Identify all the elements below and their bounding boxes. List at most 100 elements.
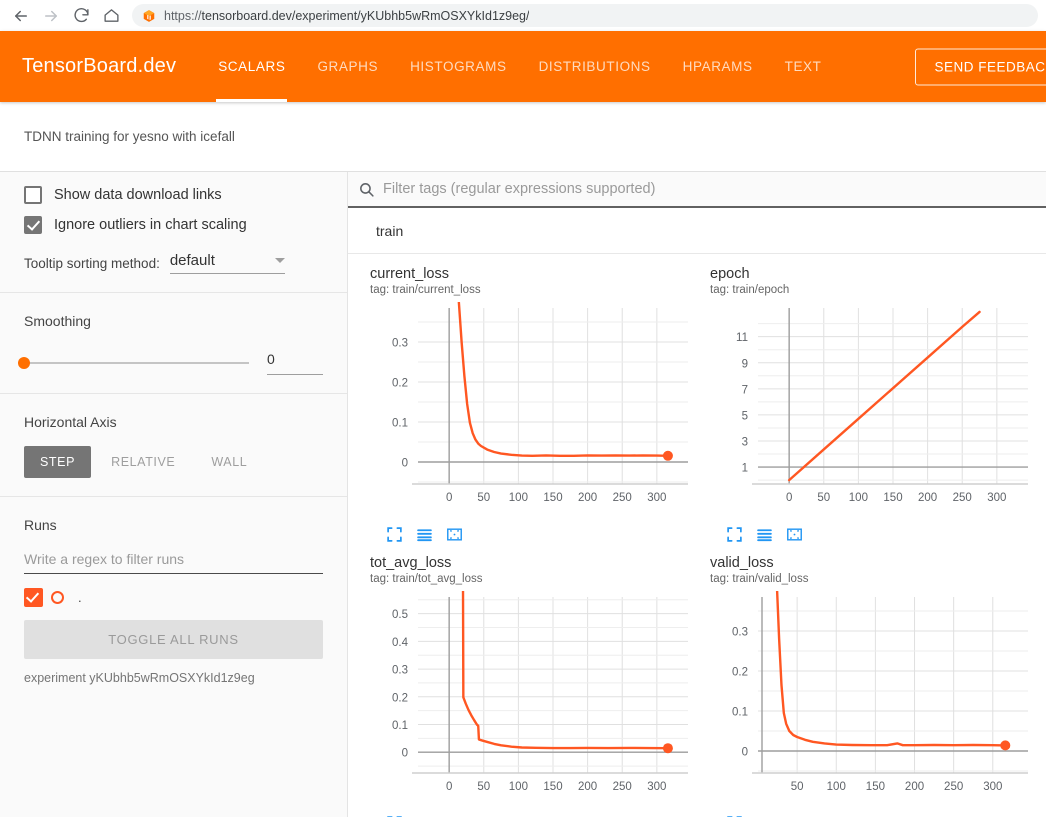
chart-plot[interactable]: 0 0.1 0.2 0.3 0 50 100 150 200 250 300 [370, 302, 688, 522]
tab-histograms[interactable]: HISTOGRAMS [410, 59, 507, 74]
svg-text:0.5: 0.5 [392, 609, 408, 621]
show-download-links-label: Show data download links [54, 187, 222, 203]
fit-domain-icon[interactable] [786, 815, 803, 817]
chart-grid: current_loss tag: train/current_loss 0 0.… [348, 254, 1046, 817]
send-feedback-button[interactable]: SEND FEEDBACK [915, 48, 1046, 85]
svg-text:100: 100 [849, 492, 868, 504]
svg-text:0: 0 [786, 492, 792, 504]
run-name: . [78, 590, 82, 605]
runs-filter-input[interactable]: Write a regex to filter runs [24, 551, 323, 574]
browser-toolbar: https://tensorboard.dev/experiment/yKUbh… [0, 0, 1046, 31]
svg-text:9: 9 [742, 358, 748, 370]
smoothing-slider[interactable] [18, 357, 249, 369]
charts-content: Filter tags (regular expressions support… [348, 172, 1046, 817]
fit-domain-icon[interactable] [786, 526, 803, 543]
tab-scalars[interactable]: SCALARS [202, 31, 301, 102]
ignore-outliers-row[interactable]: Ignore outliers in chart scaling [24, 216, 323, 234]
svg-text:0.4: 0.4 [392, 637, 409, 649]
data-series-icon[interactable] [756, 526, 773, 543]
forward-icon[interactable] [36, 1, 66, 31]
smoothing-section: Smoothing 0 [0, 313, 347, 375]
chart-card-epoch: epoch tag: train/epoch 1 3 5 7 9 11 0 50 100 150 2… [688, 254, 1028, 543]
chart-plot[interactable]: 1 3 5 7 9 11 0 50 100 150 200 250 300 [710, 302, 1028, 522]
tab-hparams[interactable]: HPARAMS [682, 59, 753, 74]
svg-text:0.2: 0.2 [392, 692, 408, 704]
chart-plot[interactable]: 0 0.1 0.2 0.3 50 100 150 200 250 300 [710, 591, 1028, 811]
show-download-links-checkbox[interactable] [24, 186, 42, 204]
chart-toolbar [726, 815, 1028, 817]
svg-text:50: 50 [477, 781, 490, 793]
chart-tag: tag: train/valid_loss [710, 573, 809, 585]
svg-text:0: 0 [446, 492, 452, 504]
svg-text:100: 100 [827, 781, 846, 793]
svg-text:50: 50 [817, 492, 830, 504]
data-series-icon[interactable] [416, 526, 433, 543]
smoothing-value-field[interactable]: 0 [267, 351, 323, 375]
svg-text:200: 200 [905, 781, 924, 793]
expand-icon[interactable] [726, 526, 743, 543]
svg-text:0.1: 0.1 [392, 720, 408, 732]
svg-text:0.3: 0.3 [392, 665, 408, 677]
divider [0, 496, 347, 497]
chart-tag: tag: train/epoch [710, 284, 790, 296]
tab-text[interactable]: TEXT [784, 59, 822, 74]
address-bar[interactable]: https://tensorboard.dev/experiment/yKUbh… [132, 4, 1038, 27]
svg-text:200: 200 [578, 781, 597, 793]
smoothing-slider-thumb[interactable] [18, 357, 30, 369]
toggle-all-runs-button[interactable]: TOGGLE ALL RUNS [24, 620, 323, 659]
tag-filter-input[interactable]: Filter tags (regular expressions support… [383, 181, 656, 197]
fit-domain-icon[interactable] [446, 526, 463, 543]
svg-text:50: 50 [791, 781, 804, 793]
svg-text:11: 11 [736, 332, 748, 344]
svg-text:1: 1 [742, 463, 748, 475]
search-icon [360, 182, 374, 197]
app-header: TensorBoard.dev SCALARS GRAPHS HISTOGRAM… [0, 31, 1046, 102]
app-brand[interactable]: TensorBoard.dev [22, 55, 177, 77]
svg-text:0.3: 0.3 [392, 338, 408, 350]
svg-text:300: 300 [987, 492, 1006, 504]
tooltip-sorting-value: default [169, 252, 215, 269]
expand-icon[interactable] [386, 815, 403, 817]
svg-text:0: 0 [402, 458, 408, 470]
tooltip-sorting-row: Tooltip sorting method: default [24, 252, 323, 274]
axis-option-step[interactable]: STEP [24, 446, 92, 478]
smoothing-heading: Smoothing [24, 313, 91, 329]
data-series-icon[interactable] [416, 815, 433, 817]
svg-text:3: 3 [742, 436, 748, 448]
tag-group-header[interactable]: train [348, 208, 1046, 254]
url-text: https://tensorboard.dev/experiment/yKUbh… [164, 9, 529, 23]
svg-text:7: 7 [742, 384, 748, 396]
chart-plot[interactable]: 0 0.1 0.2 0.3 0.4 0.5 0 50 100 150 200 250 300 [370, 591, 688, 811]
fit-domain-icon[interactable] [446, 815, 463, 817]
data-series-icon[interactable] [756, 815, 773, 817]
tab-distributions[interactable]: DISTRIBUTIONS [538, 59, 651, 74]
tooltip-sorting-select[interactable]: default [169, 252, 285, 274]
back-icon[interactable] [6, 1, 36, 31]
tag-filter-bar[interactable]: Filter tags (regular expressions support… [348, 172, 1046, 208]
divider [0, 393, 347, 394]
chart-card-current-loss: current_loss tag: train/current_loss 0 0.… [348, 254, 688, 543]
tab-graphs[interactable]: GRAPHS [317, 59, 379, 74]
svg-text:250: 250 [613, 781, 632, 793]
svg-text:0.1: 0.1 [392, 418, 408, 430]
svg-text:100: 100 [509, 781, 528, 793]
axis-option-relative[interactable]: RELATIVE [111, 455, 176, 469]
experiment-description: TDNN training for yesno with icefall [0, 102, 1046, 172]
expand-icon[interactable] [386, 526, 403, 543]
svg-text:250: 250 [944, 781, 963, 793]
reload-icon[interactable] [66, 1, 96, 31]
ignore-outliers-label: Ignore outliers in chart scaling [54, 217, 247, 233]
run-list-item[interactable]: . [24, 588, 323, 607]
experiment-id-label: experiment yKUbhb5wRmOSXYkId1z9eg [24, 671, 255, 685]
url-scheme: https:// [164, 8, 202, 23]
ignore-outliers-checkbox[interactable] [24, 216, 42, 234]
svg-text:150: 150 [866, 781, 885, 793]
run-color-circle-icon [51, 591, 64, 604]
show-download-links-row[interactable]: Show data download links [24, 186, 323, 204]
axis-option-wall[interactable]: WALL [211, 455, 248, 469]
home-icon[interactable] [96, 1, 126, 31]
expand-icon[interactable] [726, 815, 743, 817]
run-checkbox[interactable] [24, 588, 43, 607]
tooltip-sorting-label: Tooltip sorting method: [24, 256, 160, 271]
runs-section: Runs Write a regex to filter runs . TOGG… [0, 517, 347, 685]
